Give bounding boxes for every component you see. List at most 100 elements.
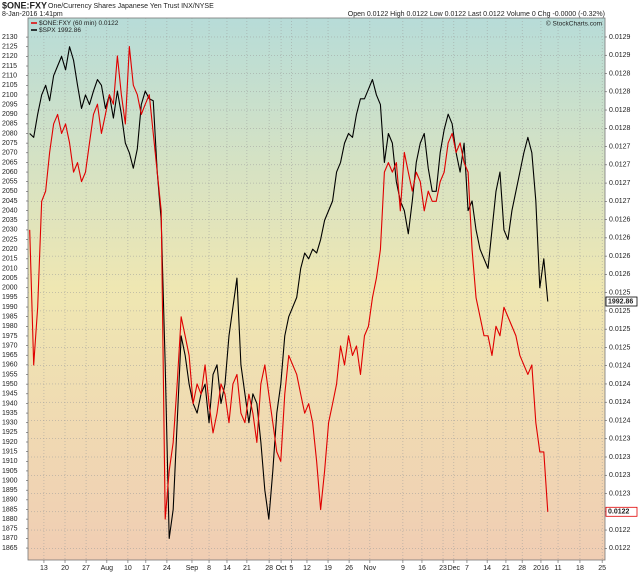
y-tick-label: 1915 xyxy=(2,448,18,455)
y-tick-label: 2005 xyxy=(2,275,18,282)
x-tick-label: 8 xyxy=(207,565,211,572)
y-tick-label: 1930 xyxy=(2,420,18,427)
y2-tick-label: 0.0126 xyxy=(609,235,631,242)
y-tick-label: 1980 xyxy=(2,323,18,330)
x-tick-label: 7 xyxy=(465,565,469,572)
y-tick-label: 1960 xyxy=(2,362,18,369)
y-tick-label: 1890 xyxy=(2,497,18,504)
copyright: © StockCharts.com xyxy=(546,20,602,28)
plot-area xyxy=(27,17,606,561)
y-tick-label: 1875 xyxy=(2,526,18,533)
x-tick-label: 13 xyxy=(40,565,48,572)
series-line xyxy=(29,45,549,520)
y-tick-label: 1925 xyxy=(2,429,18,436)
y-tick-label: 2100 xyxy=(2,92,18,99)
y-tick-label: 1910 xyxy=(2,458,18,465)
legend-entry: $ONE:FXY (60 min) 0.0122 xyxy=(39,20,119,27)
y-tick-label: 1920 xyxy=(2,439,18,446)
x-tick-label: Sep xyxy=(186,565,199,572)
legend-name: $SPX xyxy=(39,27,56,34)
y-tick-label: 2000 xyxy=(2,285,18,292)
y2-tick-label: 0.0124 xyxy=(609,417,631,424)
y2-tick-label: 0.0125 xyxy=(609,308,631,315)
x-tick-label: 18 xyxy=(576,565,584,572)
x-tick-label: 11 xyxy=(554,565,561,572)
y-tick-label: 2070 xyxy=(2,150,18,157)
y2-tick-label: 0.0124 xyxy=(609,399,631,406)
legend-entry: $SPX 1992.86 xyxy=(39,27,81,34)
y-tick-label: 2060 xyxy=(2,169,18,176)
last-value-tag xyxy=(605,296,638,307)
y2-tick-label: 0.0125 xyxy=(609,289,631,296)
y2-tick-label: 0.0124 xyxy=(609,363,631,370)
x-tick-label: 2016 xyxy=(533,565,549,572)
x-tick-label: Oct xyxy=(276,565,287,572)
x-tick-label: 12 xyxy=(303,565,311,572)
y-tick-label: 1950 xyxy=(2,381,18,388)
y-tick-label: 2030 xyxy=(2,227,18,234)
y2-tick-label: 0.0123 xyxy=(609,436,631,443)
y2-tick-label: 0.0123 xyxy=(609,490,631,497)
y-tick-label: 2055 xyxy=(2,179,18,186)
y-tick-label: 2130 xyxy=(2,34,18,41)
y2-tick-label: 0.0122 xyxy=(609,527,631,534)
y-tick-label: 2090 xyxy=(2,111,18,118)
y2-tick-label: 0.0127 xyxy=(609,143,631,150)
x-tick-label: 28 xyxy=(265,565,273,572)
y-tick-label: 2085 xyxy=(2,121,18,128)
x-tick-label: 21 xyxy=(502,565,510,572)
series-line xyxy=(29,46,549,539)
y-tick-label: 2020 xyxy=(2,246,18,253)
y2-tick-label: 0.0127 xyxy=(609,180,631,187)
y-tick-label: 1935 xyxy=(2,410,18,417)
x-tick-label: 25 xyxy=(598,565,606,572)
x-tick-label: 19 xyxy=(324,565,332,572)
y-tick-label: 1945 xyxy=(2,391,18,398)
y2-tick-label: 0.0123 xyxy=(609,454,631,461)
y-tick-label: 2080 xyxy=(2,130,18,137)
y2-tick-label: 0.0129 xyxy=(609,52,631,59)
y-tick-label: 1985 xyxy=(2,314,18,321)
y-tick-label: 1955 xyxy=(2,371,18,378)
legend-last: 0.0122 xyxy=(99,20,119,27)
y2-tick-label: 0.0128 xyxy=(609,89,631,96)
y2-tick-label: 0.0124 xyxy=(609,381,631,388)
y2-tick-label: 0.0129 xyxy=(609,34,631,41)
x-tick-label: 28 xyxy=(518,565,526,572)
x-tick-label: 26 xyxy=(345,565,353,572)
y-tick-label: 1965 xyxy=(2,352,18,359)
y-tick-label: 1990 xyxy=(2,304,18,311)
x-tick-label: 14 xyxy=(483,565,491,572)
y-tick-label: 1880 xyxy=(2,516,18,523)
y-tick-label: 2065 xyxy=(2,159,18,166)
y-tick-label: 2025 xyxy=(2,236,18,243)
y-tick-label: 2045 xyxy=(2,198,18,205)
y2-tick-label: 0.0123 xyxy=(609,472,631,479)
x-tick-label: 24 xyxy=(163,565,171,572)
y2-tick-label: 0.0127 xyxy=(609,162,631,169)
y-tick-label: 2125 xyxy=(2,44,18,51)
x-tick-label: 27 xyxy=(82,565,90,572)
y-tick-label: 2120 xyxy=(2,53,18,60)
y-tick-label: 1870 xyxy=(2,535,18,542)
y2-tick-label: 0.0122 xyxy=(609,545,631,552)
x-tick-label: 17 xyxy=(142,565,150,572)
y-tick-label: 2015 xyxy=(2,256,18,263)
y2-tick-label: 0.0125 xyxy=(609,344,631,351)
x-tick-label: 16 xyxy=(418,565,426,572)
y2-tick-label: 0.0125 xyxy=(609,326,631,333)
x-tick-label: 23 xyxy=(439,565,447,572)
x-tick-label: 21 xyxy=(243,565,251,572)
y-tick-label: 1895 xyxy=(2,487,18,494)
quote: Open 0.0122 High 0.0122 Low 0.0122 Last … xyxy=(348,11,605,18)
y-tick-label: 1900 xyxy=(2,477,18,484)
x-tick-label: Dec xyxy=(448,565,461,572)
y-tick-label: 1905 xyxy=(2,468,18,475)
y-tick-label: 2110 xyxy=(2,72,17,79)
y-tick-label: 2105 xyxy=(2,82,18,89)
y2-tick-label: 0.0128 xyxy=(609,107,631,114)
x-tick-label: 9 xyxy=(401,565,405,572)
y-tick-label: 2035 xyxy=(2,217,18,224)
y-tick-label: 2075 xyxy=(2,140,18,147)
x-tick-label: 5 xyxy=(289,565,293,572)
